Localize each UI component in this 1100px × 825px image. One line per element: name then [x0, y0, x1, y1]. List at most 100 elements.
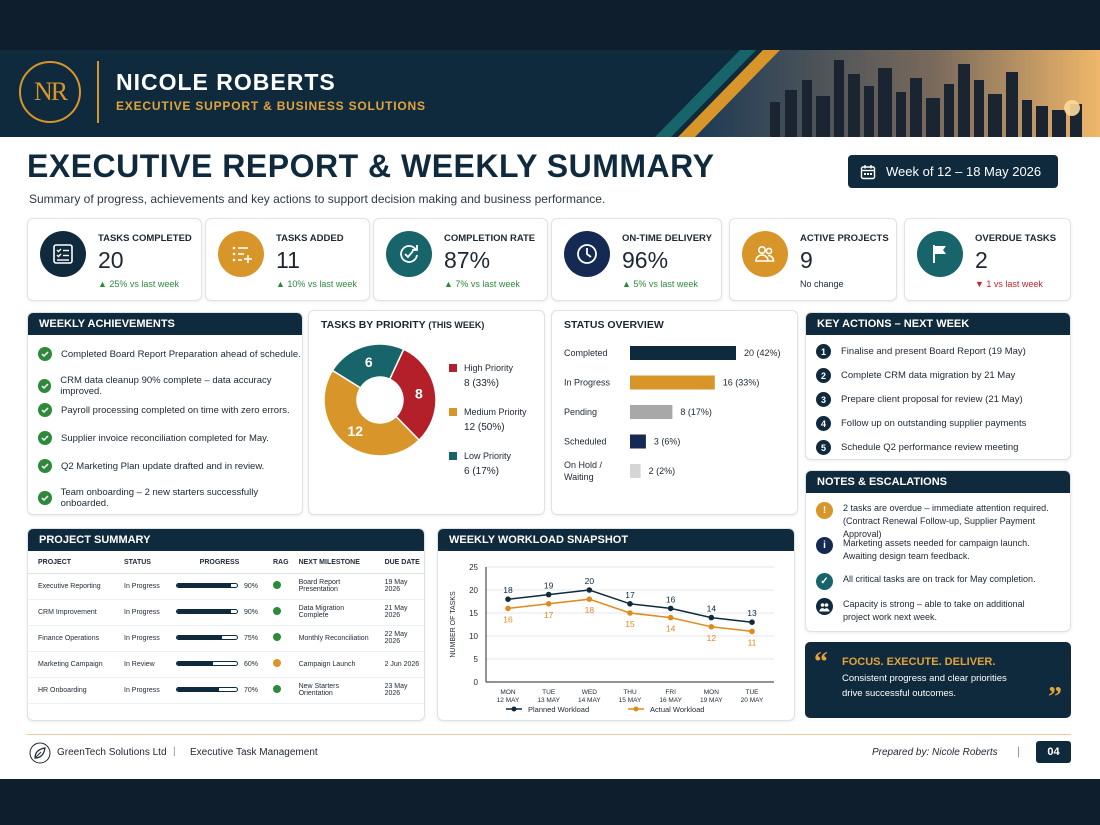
- project-table: PROJECT STATUS PROGRESS RAG NEXT MILESTO…: [28, 553, 424, 704]
- brand-name: NICOLE ROBERTS: [116, 69, 336, 95]
- list-item: 4 Follow up on outstanding supplier payme…: [816, 416, 1026, 431]
- data-label: 13: [747, 608, 757, 618]
- bar-value-label: 16 (33%): [723, 378, 760, 388]
- data-point: [708, 624, 715, 630]
- progress-bar: [176, 687, 238, 693]
- progress-label: 70%: [244, 686, 259, 694]
- kpi-change: No change: [800, 279, 844, 289]
- page-footer: GreenTech Solutions Ltd | Executive Task…: [27, 734, 1071, 769]
- table-row: CRM Improvement In Progress 90% Data Migrat…: [28, 599, 424, 626]
- calendar-icon: [860, 164, 876, 179]
- table-row: Finance Operations In Progress 75% Monthly …: [28, 625, 424, 652]
- status-bar: [630, 346, 736, 360]
- step-number: 4: [816, 416, 831, 431]
- progress-bar: [176, 635, 238, 641]
- quote-line: Consistent progress and clear priorities: [842, 673, 1007, 684]
- list-item: Capacity is strong – able to take on add…: [816, 598, 1025, 624]
- rag-cell: [263, 625, 289, 652]
- pie-slice: [388, 348, 437, 442]
- info-icon: i: [816, 537, 833, 554]
- key-actions-panel: KEY ACTIONS – NEXT WEEK 1 Finalise and pr…: [805, 312, 1071, 460]
- data-point: [505, 605, 511, 612]
- kpi-completion-rate: COMPLETION RATE 87% ▲ 7% vs last week: [373, 218, 548, 301]
- warning-icon: !: [816, 502, 833, 519]
- progress-bar: [176, 583, 238, 589]
- y-axis-label: NUMBER OF TASKS: [450, 591, 457, 658]
- kpi-value: 2: [975, 247, 988, 273]
- footer-module: Executive Task Management: [190, 747, 318, 758]
- due-date-cell: 22 May 2026: [374, 625, 424, 652]
- data-point: [586, 587, 593, 593]
- data-label: 18: [585, 605, 595, 615]
- section-header: WEEKLY ACHIEVEMENTS: [28, 313, 302, 335]
- flag-icon: [917, 231, 963, 277]
- status-overview-panel: STATUS OVERVIEW Completed 20 (42%) In Prog…: [551, 310, 798, 515]
- x-tick-label: 19 MAY: [700, 697, 723, 704]
- legend-item: Medium Priority 12 (50%): [449, 405, 527, 435]
- due-date-cell: 21 May 2026: [374, 599, 424, 626]
- legend-label: Planned Workload: [528, 705, 589, 714]
- data-point: [667, 605, 674, 612]
- progress-label: 75%: [244, 634, 259, 642]
- brand-divider: [97, 61, 99, 123]
- list-item: Supplier invoice reconciliation complete…: [38, 431, 269, 445]
- category-label: On Hold / Waiting: [564, 460, 603, 482]
- data-point: [586, 596, 593, 602]
- footer-prepared-by: Prepared by: Nicole Roberts: [872, 747, 998, 758]
- project-summary-panel: PROJECT SUMMARY PROJECT STATUS PROGRESS …: [27, 528, 425, 721]
- project-cell: Finance Operations: [28, 625, 114, 652]
- data-point: [545, 601, 552, 607]
- data-point: [708, 614, 715, 621]
- step-number: 5: [816, 440, 831, 455]
- brand-subtitle: EXECUTIVE SUPPORT & BUSINESS SOLUTIONS: [116, 99, 426, 113]
- legend-marker: [633, 706, 639, 712]
- priority-legend: High Priority 8 (33%) Medium Priority 12 (…: [449, 361, 527, 479]
- legend-swatch: [449, 408, 457, 416]
- kpi-label: OVERDUE TASKS: [975, 233, 1057, 244]
- legend-label: Actual Workload: [650, 705, 704, 714]
- progress-label: 90%: [244, 608, 259, 616]
- data-point: [545, 591, 552, 598]
- rag-cell: [263, 573, 289, 600]
- x-tick-label: TUE: [746, 689, 760, 696]
- data-label: 16: [503, 614, 513, 624]
- check-icon: [38, 491, 52, 505]
- priority-donut-chart: 8 12 6: [323, 343, 437, 457]
- check-icon: [38, 379, 52, 393]
- list-item: CRM data cleanup 90% complete – data acc…: [38, 375, 302, 397]
- weekly-achievements-panel: WEEKLY ACHIEVEMENTS Completed Board Repo…: [27, 312, 303, 515]
- list-item: 5 Schedule Q2 performance review meeting: [816, 440, 1018, 455]
- page-title: EXECUTIVE REPORT & WEEKLY SUMMARY: [27, 148, 715, 184]
- status-cell: In Progress: [114, 573, 166, 600]
- week-selector[interactable]: Week of 12 – 18 May 2026: [848, 155, 1058, 188]
- legend-marker: [511, 706, 517, 712]
- rag-status-dot: [273, 607, 281, 615]
- y-tick-label: 5: [474, 655, 479, 664]
- data-point: [505, 596, 511, 602]
- workload-panel: WEEKLY WORKLOAD SNAPSHOT 0 5 10 15 20 25 NUMBE…: [437, 528, 795, 721]
- rag-cell: [263, 599, 289, 626]
- quote-box: “ FOCUS. EXECUTE. DELIVER. Consistent pr…: [805, 642, 1071, 718]
- data-point: [749, 628, 755, 635]
- x-tick-label: 14 MAY: [578, 697, 601, 704]
- data-label: 19: [544, 581, 554, 591]
- report-page: EXECUTIVE REPORT & WEEKLY SUMMARY Summar…: [0, 137, 1100, 779]
- legend-swatch: [449, 452, 457, 460]
- data-label: 18: [503, 585, 513, 595]
- close-quote-icon: ”: [1048, 682, 1062, 713]
- week-label: Week of 12 – 18 May 2026: [886, 164, 1042, 179]
- data-label: 17: [544, 610, 554, 620]
- x-tick-label: 15 MAY: [619, 697, 642, 704]
- category-label: Scheduled: [564, 437, 607, 447]
- check-icon: [38, 403, 52, 417]
- milestone-cell: Data Migration Complete: [288, 599, 375, 626]
- due-date-cell: 23 May 2026: [374, 677, 424, 704]
- list-item: ✓ All critical tasks are on track for May…: [816, 573, 1036, 590]
- legend-swatch: [449, 364, 457, 372]
- kpi-tasks-added: TASKS ADDED 11 ▲ 10% vs last week: [205, 218, 370, 301]
- category-label: Pending: [564, 407, 597, 417]
- list-item: i Marketing assets needed for campaign la…: [816, 537, 1030, 563]
- table-header-row: PROJECT STATUS PROGRESS RAG NEXT MILESTO…: [28, 553, 424, 574]
- check-icon: [38, 347, 52, 361]
